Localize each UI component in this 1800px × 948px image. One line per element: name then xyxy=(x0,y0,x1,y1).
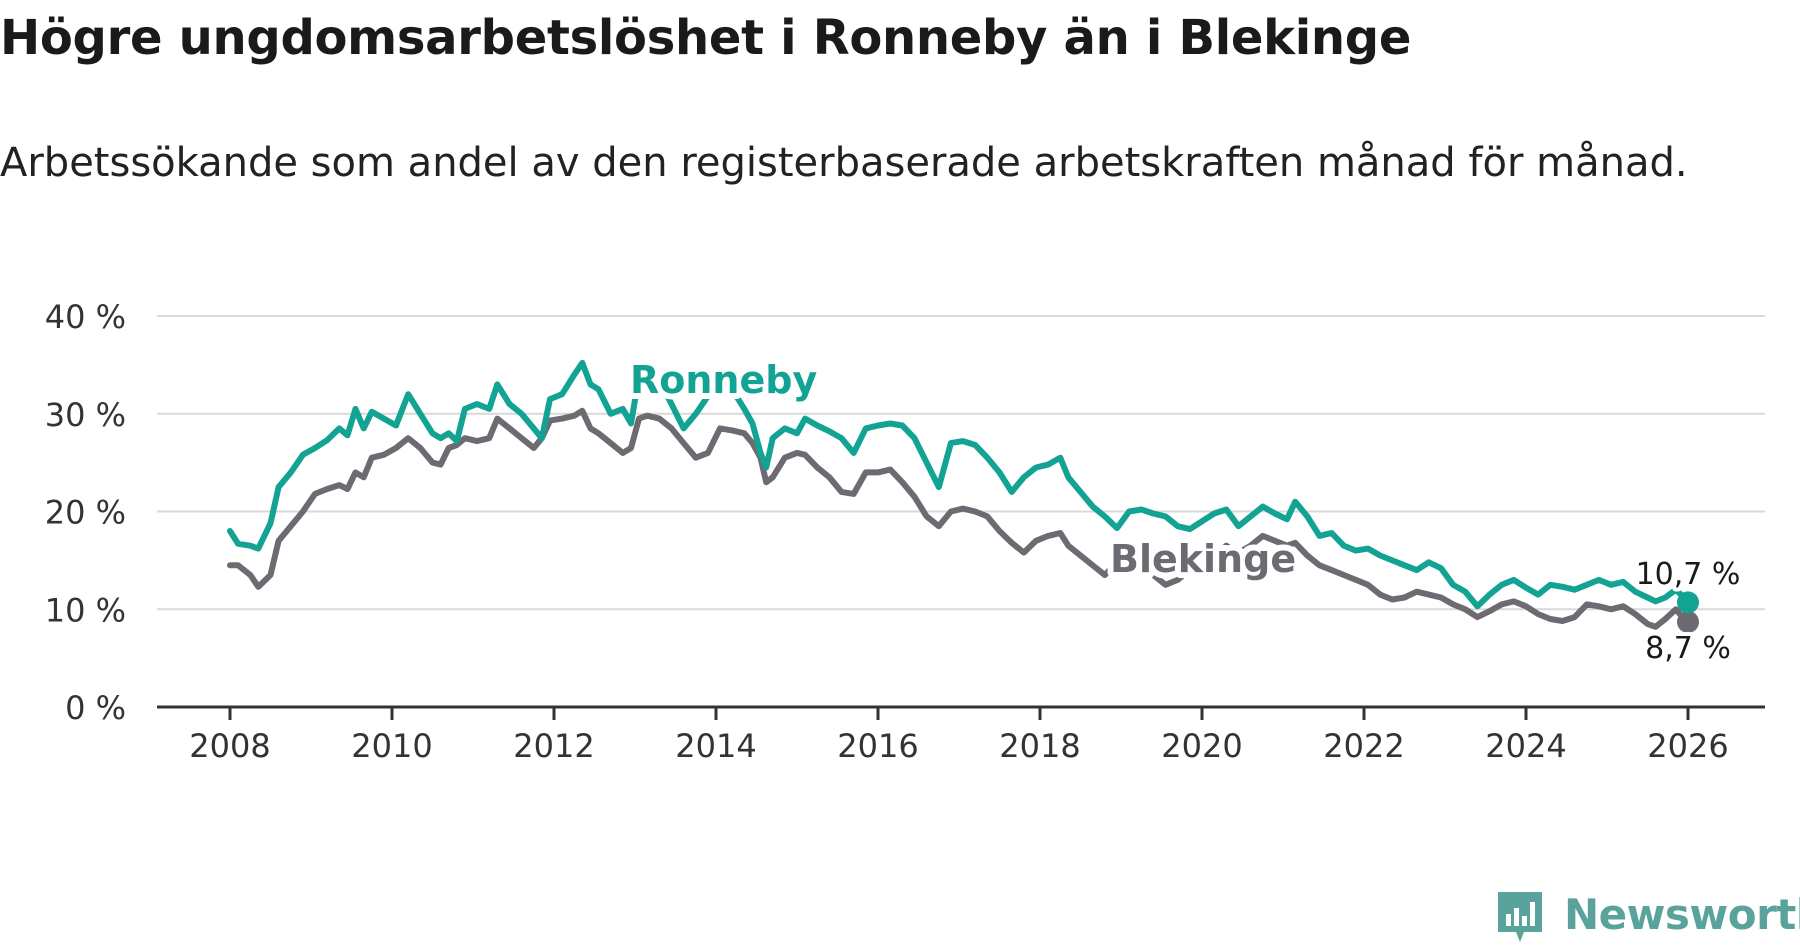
y-tick-label: 20 % xyxy=(45,494,126,532)
y-tick-label: 30 % xyxy=(45,396,126,434)
series-line-ronneby xyxy=(227,359,1691,610)
brand-name: Newsworthy xyxy=(1564,890,1800,939)
x-tick-label: 2022 xyxy=(1323,727,1404,765)
end-value-halo: 8,7 % xyxy=(1645,631,1731,666)
chart-title: Högre ungdomsarbetslöshet i Ronneby än i… xyxy=(0,10,1412,66)
chart-subtitle: Arbetssökande som andel av den registerb… xyxy=(0,140,1688,186)
x-tick-label: 2010 xyxy=(351,727,432,765)
end-value-label-blekinge: 8,7 % xyxy=(1645,631,1731,666)
y-tick-label: 0 % xyxy=(65,689,126,727)
y-tick-label: 10 % xyxy=(45,591,126,629)
y-axis-ticks: 0 % 10 % 20 % 30 % 40 % xyxy=(45,298,126,727)
series-label-halo: Ronneby xyxy=(630,358,817,402)
series-line-blekinge xyxy=(227,407,1691,630)
x-tick-label: 2014 xyxy=(675,727,756,765)
x-tick-label: 2016 xyxy=(837,727,918,765)
x-tick-label: 2024 xyxy=(1485,727,1566,765)
series-label-ronneby: Ronneby xyxy=(630,358,817,402)
series-label-halo: Blekinge xyxy=(1110,537,1296,581)
series-label-blekinge: Blekinge xyxy=(1110,537,1296,581)
series-lines xyxy=(227,359,1699,633)
gridlines xyxy=(157,315,1765,611)
end-value-halo: 10,7 % xyxy=(1636,557,1741,592)
bar-chart-bubble-icon xyxy=(1498,892,1542,942)
y-tick-label: 40 % xyxy=(45,298,126,336)
x-tick-label: 2008 xyxy=(189,727,270,765)
x-tick-label: 2018 xyxy=(999,727,1080,765)
x-axis: 2008 2010 2012 2014 2016 2018 2020 2022 2024 2026 xyxy=(157,705,1765,765)
x-tick-label: 2020 xyxy=(1161,727,1242,765)
end-point-blekinge xyxy=(1677,610,1699,633)
end-value-label-ronneby: 10,7 % xyxy=(1636,557,1741,592)
x-tick-label: 2026 xyxy=(1647,727,1728,765)
x-tick-label: 2012 xyxy=(513,727,594,765)
end-point-ronneby xyxy=(1677,591,1699,614)
newsworthy-logo: Newsworthy xyxy=(1494,888,1800,948)
